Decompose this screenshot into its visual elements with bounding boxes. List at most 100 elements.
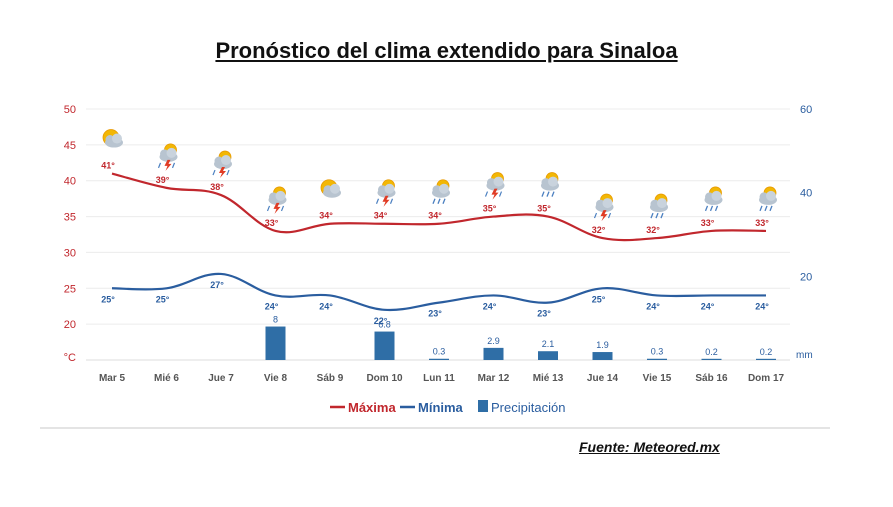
legend-label-precip: Precipitación (491, 400, 565, 415)
bolt-shape (164, 159, 172, 171)
min-label: 24° (646, 301, 660, 311)
source-credit: Fuente: Meteored.mx (579, 439, 720, 455)
x-tick-label: Mié 13 (533, 373, 564, 384)
min-label: 24° (319, 301, 333, 311)
right-tick-label: 40 (800, 188, 812, 200)
left-tick-label: 25 (64, 283, 76, 295)
storm-icon (593, 193, 614, 222)
cloud-shape (112, 133, 122, 144)
rain-drop (280, 205, 285, 212)
precip-bar (538, 351, 558, 360)
x-tick-label: Mié 6 (154, 373, 179, 384)
min-label: 25° (592, 294, 606, 304)
left-tick-label: 50 (64, 104, 76, 116)
rain-drop (266, 205, 271, 212)
x-tick-label: Jue 7 (208, 373, 234, 384)
min-label: 25° (156, 294, 170, 304)
sun-cloud-icon (102, 129, 123, 148)
x-tick-label: Dom 10 (366, 373, 403, 384)
precip-label: 0.3 (651, 347, 664, 357)
left-axis-unit: °C (64, 352, 76, 364)
x-tick-label: Lun 11 (423, 373, 455, 384)
min-label: 24° (701, 301, 715, 311)
rain-icon (759, 186, 777, 212)
max-label: 35° (537, 204, 551, 214)
min-label: 22° (374, 316, 388, 326)
x-tick-label: Vie 15 (643, 373, 672, 384)
storm-icon (484, 172, 505, 200)
max-label: 34° (428, 211, 442, 221)
bolt-shape (219, 167, 226, 179)
x-tick-label: Mar 12 (478, 373, 510, 384)
rain-drop (709, 205, 714, 212)
storm-icon (375, 179, 396, 207)
precip-bar (483, 347, 504, 360)
x-tick-label: Jue 14 (587, 373, 619, 384)
x-tick-label: Sáb 16 (695, 373, 728, 384)
right-tick-label: 60 (800, 104, 812, 116)
precip-bar (265, 326, 286, 360)
max-label: 33° (755, 218, 769, 228)
rain-drop (437, 198, 441, 204)
rain-drop (593, 212, 598, 219)
rain-drop (432, 198, 436, 204)
rain-icon (432, 179, 450, 204)
min-label: 24° (755, 301, 769, 311)
rain-drop (704, 205, 709, 212)
legend-label-max: Máxima (348, 400, 396, 415)
max-label: 38° (210, 182, 224, 192)
max-label: 41° (101, 161, 115, 171)
cloud-shape (711, 190, 722, 201)
max-label: 34° (319, 211, 333, 221)
rain-drop (551, 191, 555, 197)
cloud-shape (221, 155, 231, 166)
precip-label: 0.3 (433, 347, 446, 357)
cloud-shape (439, 183, 449, 194)
precip-label: 2.9 (487, 336, 500, 346)
min-label: 25° (101, 294, 115, 304)
cloud-shape (275, 190, 286, 201)
precip-bar (374, 331, 395, 360)
precip-label: 0.2 (760, 347, 773, 357)
precip-label: 0.2 (705, 347, 718, 357)
rain-icon (704, 186, 723, 212)
min-label: 24° (265, 301, 279, 311)
rain-drop (650, 212, 654, 219)
max-line (111, 172, 767, 242)
rain-drop (212, 169, 216, 176)
precip-bar (701, 358, 722, 360)
rain-drop (484, 191, 489, 197)
cloud-shape (548, 176, 558, 187)
rain-drop (655, 212, 659, 219)
precip-label: 8 (273, 315, 278, 325)
cloud-shape (602, 198, 613, 209)
x-tick-label: Sáb 9 (317, 373, 344, 384)
precip-label: 2.1 (542, 339, 555, 349)
bolt-shape (491, 188, 499, 200)
x-tick-label: Dom 17 (748, 373, 785, 384)
min-label: 23° (428, 309, 442, 319)
rain-drop (714, 205, 719, 212)
x-tick-label: Mar 5 (99, 373, 126, 384)
bolt-shape (382, 195, 390, 207)
precip-bar (756, 358, 776, 360)
rain-drop (226, 169, 230, 176)
max-label: 32° (646, 225, 660, 235)
rain-drop (660, 212, 664, 219)
min-line (111, 272, 766, 312)
right-tick-label: 20 (800, 271, 812, 283)
storm-icon (266, 186, 287, 214)
rain-drop (764, 205, 768, 212)
left-tick-label: 20 (64, 319, 76, 331)
rain-drop (541, 191, 545, 197)
max-label: 32° (592, 225, 606, 235)
rain-drop (442, 198, 446, 204)
max-label: 33° (701, 218, 715, 228)
rain-drop (769, 205, 773, 212)
storm-icon (157, 143, 178, 171)
bolt-shape (273, 202, 281, 214)
precip-label: 1.9 (596, 340, 609, 350)
divider (40, 427, 830, 429)
rain-drop (759, 205, 763, 212)
rain-icon (650, 193, 668, 219)
